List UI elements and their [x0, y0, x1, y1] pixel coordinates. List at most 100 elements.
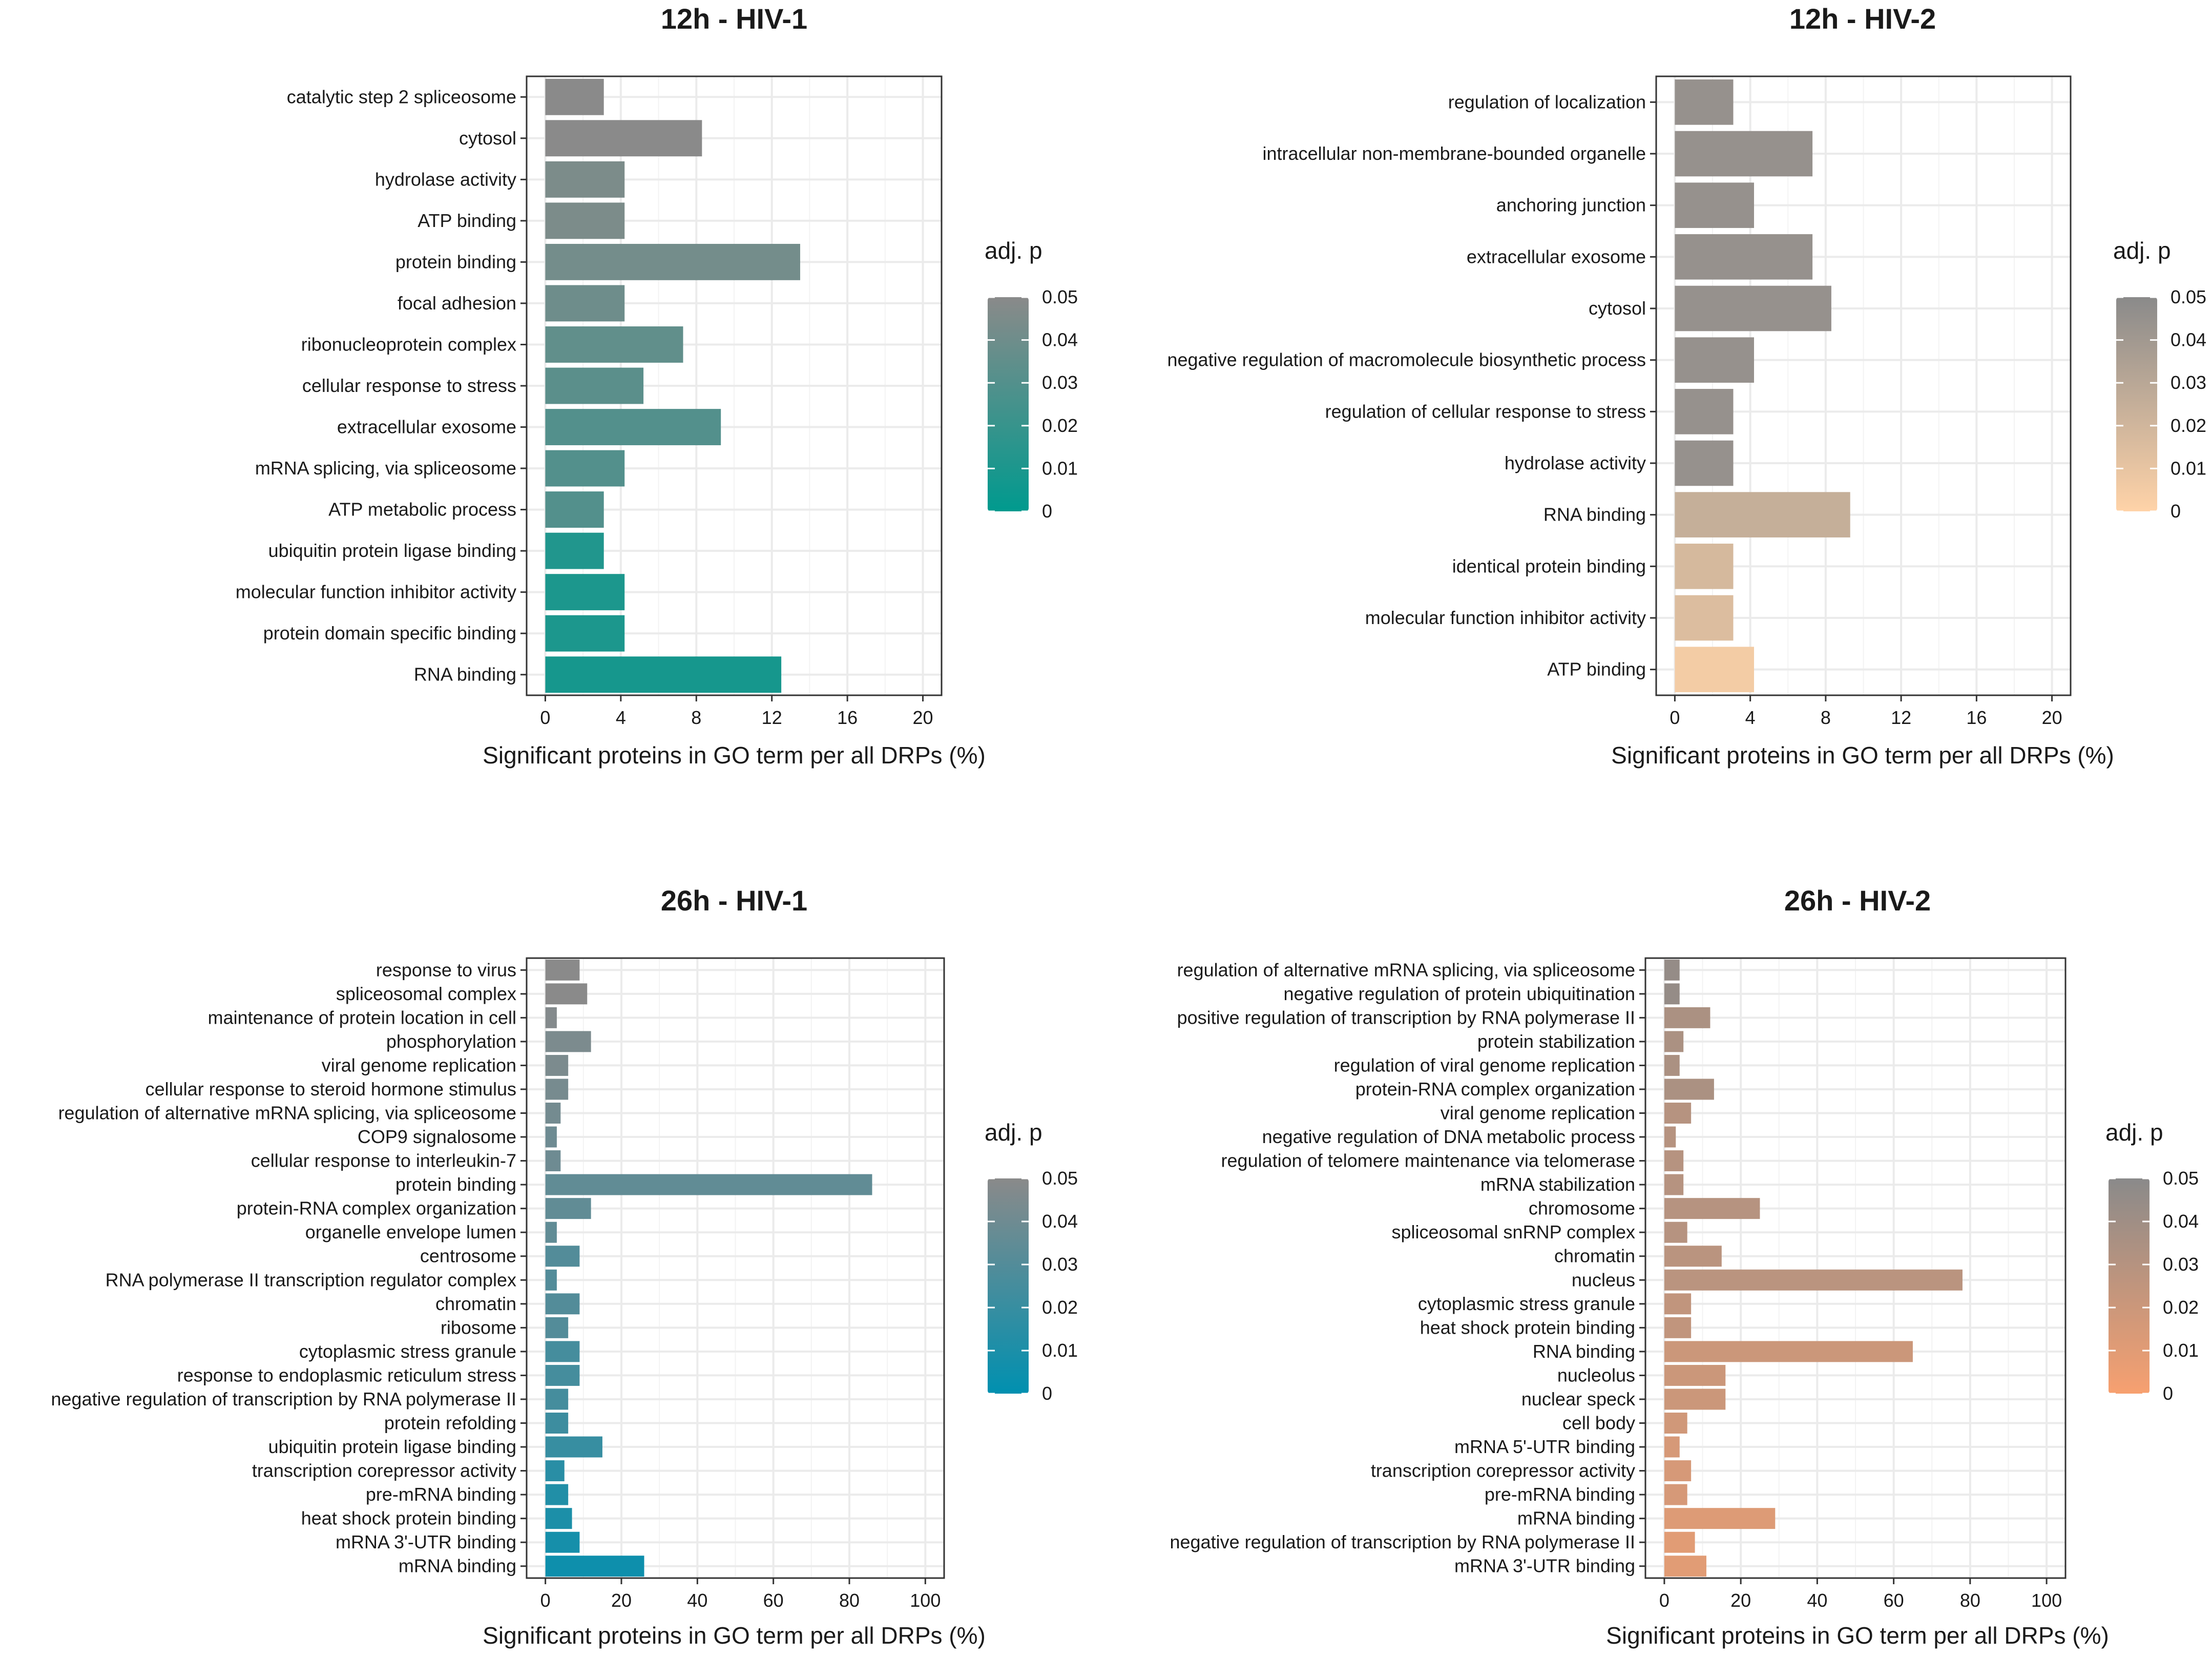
y-tick-label: extracellular exosome [337, 417, 516, 438]
legend-tick-label: 0.02 [2171, 415, 2206, 436]
x-tick-label: 12 [1891, 707, 1911, 728]
y-tick-label: negative regulation of transcription by … [1170, 1531, 1635, 1552]
bar [545, 1054, 569, 1076]
bar [545, 1317, 569, 1338]
bar [545, 202, 625, 239]
bar [1664, 1031, 1684, 1052]
y-tick-label: hydrolase activity [375, 169, 516, 190]
bar [1664, 1269, 1963, 1291]
bar [545, 367, 644, 404]
y-tick-label: cytosol [1589, 298, 1646, 319]
bar [1664, 983, 1680, 1005]
bar [1664, 1364, 1726, 1386]
bar [1664, 1103, 1692, 1124]
bar [545, 574, 625, 611]
bar [545, 1174, 872, 1195]
legend-tick-label: 0.03 [1042, 372, 1078, 393]
bar [1664, 959, 1680, 981]
bar [545, 1246, 580, 1267]
bar [545, 656, 782, 693]
legend-title: adj. p [985, 237, 1042, 264]
panel-12h-hiv2: 12h - HIV-2 Significant proteins in GO t… [1167, 3, 2206, 769]
bar [545, 285, 625, 322]
y-tick-label: maintenance of protein location in cell [208, 1007, 516, 1028]
legend-tick-label: 0.02 [2163, 1297, 2199, 1318]
y-tick-label: ribosome [441, 1317, 516, 1338]
y-tick-label: protein binding [395, 251, 516, 272]
bar [1664, 1007, 1710, 1028]
legend-tick-label: 0.04 [2171, 329, 2206, 350]
bar [1675, 389, 1734, 434]
y-tick-label: mRNA 3'-UTR binding [1454, 1556, 1635, 1577]
bar [545, 120, 702, 157]
bar [1675, 337, 1755, 383]
x-tick-label: 8 [1821, 707, 1831, 728]
y-tick-label: nucleolus [1557, 1364, 1635, 1385]
y-tick-label: pre-mRNA binding [1485, 1484, 1635, 1505]
x-axis-label: Significant proteins in GO term per all … [483, 1622, 986, 1649]
chart-title: 12h - HIV-1 [661, 3, 807, 35]
y-tick-label: mRNA 5'-UTR binding [1454, 1436, 1635, 1457]
x-tick-label: 60 [763, 1590, 784, 1611]
x-tick-label: 20 [1730, 1590, 1751, 1611]
y-tick-label: ATP binding [418, 210, 516, 231]
bar [545, 78, 604, 115]
legend-tick-label: 0.05 [2163, 1168, 2199, 1189]
x-tick-label: 0 [1659, 1590, 1670, 1611]
legend-tick-label: 0.05 [2171, 286, 2206, 307]
legend-tick-label: 0.02 [1042, 1297, 1078, 1318]
y-tick-label: centrosome [420, 1246, 516, 1267]
y-tick-label: pre-mRNA binding [366, 1484, 516, 1505]
legend-tick-label: 0.02 [1042, 415, 1078, 436]
y-tick-label: transcription corepressor activity [252, 1460, 516, 1481]
legend-tick-label: 0.01 [1042, 458, 1078, 479]
y-tick-label: protein domain specific binding [263, 623, 516, 644]
x-tick-label: 80 [839, 1590, 860, 1611]
y-tick-label: RNA binding [1543, 504, 1646, 525]
plot-border [1655, 75, 2072, 696]
y-tick-label: spliceosomal complex [336, 983, 516, 1004]
bar [545, 1484, 569, 1505]
plot-border [526, 957, 945, 1579]
y-tick-label: response to endoplasmic reticulum stress [177, 1364, 516, 1385]
legend-colorbar [988, 1178, 1029, 1394]
bar [1664, 1174, 1684, 1195]
y-tick-label: chromosome [1529, 1198, 1635, 1219]
y-tick-label: focal adhesion [398, 293, 516, 314]
bar [545, 1556, 644, 1577]
x-tick-label: 0 [540, 1590, 551, 1611]
y-tick-label: viral genome replication [1441, 1103, 1635, 1124]
bar [1664, 1556, 1706, 1577]
bar [1664, 1413, 1687, 1434]
x-axis-label: Significant proteins in GO term per all … [1611, 742, 2114, 769]
y-tick-label: negative regulation of DNA metabolic pro… [1262, 1126, 1635, 1147]
legend-tick-label: 0.03 [1042, 1254, 1078, 1275]
y-tick-label: negative regulation of protein ubiquitin… [1284, 983, 1636, 1004]
y-tick-label: positive regulation of transcription by … [1177, 1007, 1635, 1028]
bar [545, 243, 800, 280]
legend-tick-label: 0.04 [2163, 1211, 2199, 1232]
y-tick-label: cellular response to interleukin-7 [251, 1150, 516, 1171]
y-tick-label: cell body [1562, 1413, 1635, 1434]
x-tick-label: 80 [1960, 1590, 1980, 1611]
bar [1664, 1246, 1722, 1267]
legend-title: adj. p [985, 1119, 1042, 1146]
y-tick-label: identical protein binding [1452, 555, 1646, 576]
y-tick-label: heat shock protein binding [301, 1508, 516, 1529]
x-tick-label: 4 [1745, 707, 1756, 728]
legend-tick-label: 0 [2163, 1383, 2173, 1404]
legend-tick-label: 0.01 [2171, 458, 2206, 479]
bar [545, 1198, 591, 1219]
bar [1675, 285, 1831, 331]
bar [545, 1221, 557, 1243]
y-tick-label: mRNA stabilization [1480, 1174, 1635, 1195]
x-tick-label: 8 [691, 707, 701, 728]
legend-tick-label: 0 [1042, 1383, 1052, 1404]
bar [545, 1508, 572, 1529]
x-tick-label: 40 [687, 1590, 707, 1611]
y-tick-label: chromatin [1554, 1246, 1635, 1267]
legend-title: adj. p [2113, 237, 2171, 264]
bar [545, 532, 604, 569]
bar [545, 1150, 561, 1172]
x-tick-label: 60 [1884, 1590, 1904, 1611]
